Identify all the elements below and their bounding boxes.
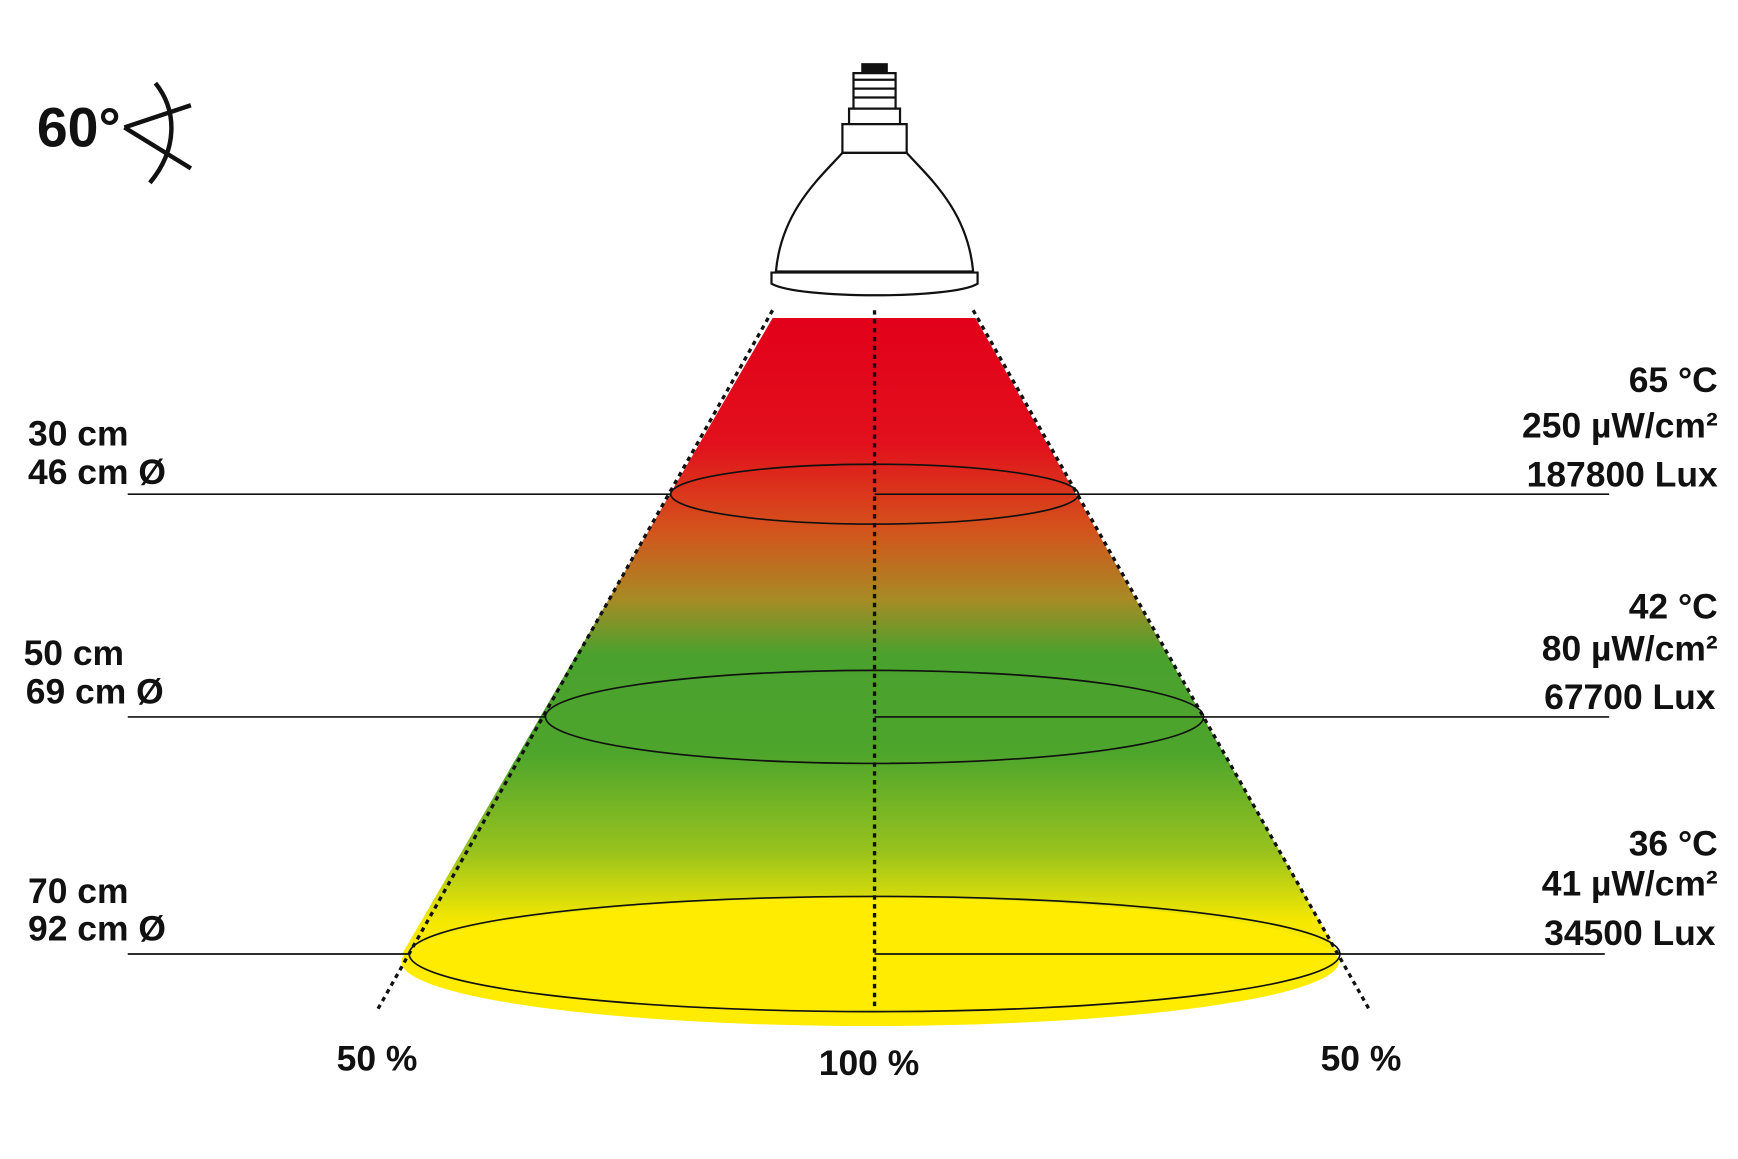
illuminance: 34500 Lux xyxy=(1544,913,1716,953)
temperature: 65 °C xyxy=(1629,360,1718,400)
illuminance: 187800 Lux xyxy=(1527,454,1718,494)
illuminance: 67700 Lux xyxy=(1544,677,1716,717)
distance: 30 cm xyxy=(28,413,128,453)
temperature: 42 °C xyxy=(1629,586,1718,626)
intensity-right: 50 % xyxy=(1321,1038,1402,1078)
beam-cone xyxy=(401,318,1339,1027)
lamp xyxy=(770,63,979,297)
irradiance: 250 µW/cm² xyxy=(1522,406,1718,446)
beam-angle: 60° xyxy=(37,96,121,158)
guide-lines xyxy=(375,309,1372,1012)
irradiance: 80 µW/cm² xyxy=(1542,628,1718,668)
temperature: 36 °C xyxy=(1629,823,1718,863)
distance: 50 cm xyxy=(24,633,124,673)
intensity-left: 50 % xyxy=(337,1038,418,1078)
intensity-center: 100 % xyxy=(819,1043,919,1083)
angle-icon xyxy=(123,81,193,185)
distance: 70 cm xyxy=(28,871,128,911)
irradiance: 41 µW/cm² xyxy=(1542,863,1718,903)
diameter: 92 cm Ø xyxy=(28,909,166,949)
level-rings xyxy=(127,463,1610,1013)
diameter: 46 cm Ø xyxy=(28,452,166,492)
diameter: 69 cm Ø xyxy=(26,672,164,712)
